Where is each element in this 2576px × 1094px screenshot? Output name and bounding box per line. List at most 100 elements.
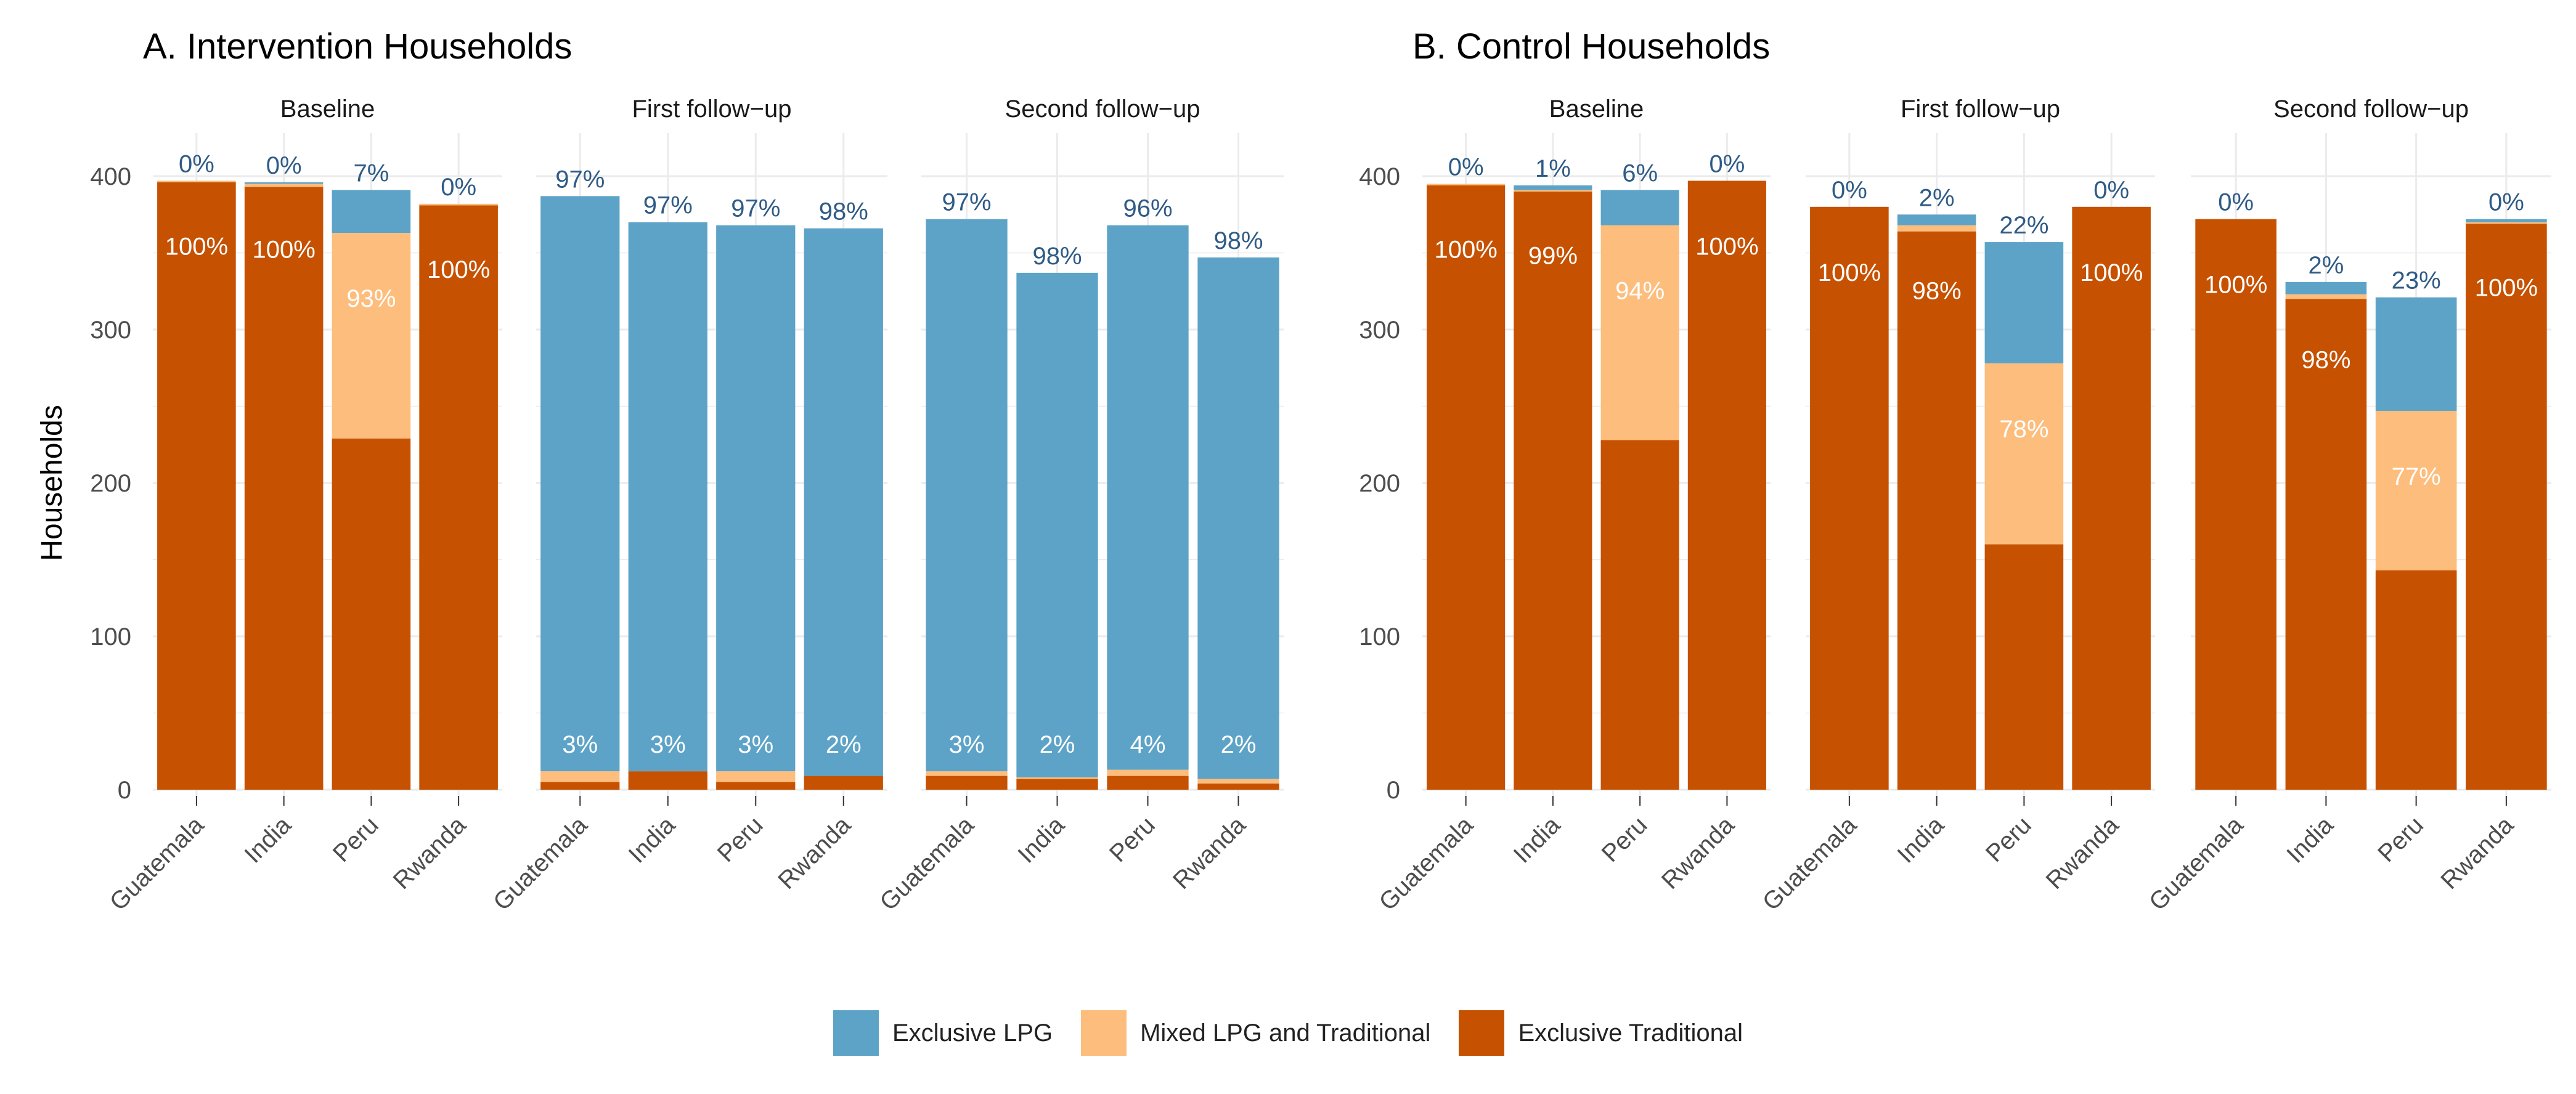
- bar-1-0-3-0: [1687, 180, 1766, 790]
- facet-title-1-2: Second follow−up: [2273, 95, 2469, 123]
- y-tick-label-1-1: 100: [1359, 623, 1400, 650]
- bar-1-1-2-2: [1984, 242, 2064, 363]
- bar-0-2-3-2: [1197, 257, 1279, 779]
- bar-0-1-2-1: [716, 771, 796, 782]
- x-tick-label-0-0-3: Rwanda: [388, 811, 471, 894]
- legend-label-lpg: Exclusive LPG: [892, 1019, 1053, 1047]
- data-label-top-0-1-1: 97%: [643, 192, 693, 219]
- legend-label-mixed: Mixed LPG and Traditional: [1140, 1019, 1431, 1047]
- legend-label-traditional: Exclusive Traditional: [1518, 1019, 1743, 1047]
- data-label-top-1-2-1: 2%: [2308, 252, 2344, 279]
- data-label-inside-0-2-3: 2%: [1221, 731, 1257, 758]
- x-tick-label-1-2-1: India: [2281, 811, 2339, 869]
- y-tick-label-1-4: 400: [1359, 163, 1400, 190]
- x-tick-label-0-1-2: Peru: [712, 811, 768, 867]
- legend-item-traditional: Exclusive Traditional: [1459, 1010, 1743, 1056]
- y-tick-label-0-1: 100: [90, 623, 131, 650]
- legend-item-lpg: Exclusive LPG: [833, 1010, 1053, 1056]
- bar-1-2-3-2: [2466, 219, 2547, 222]
- legend-swatch-mixed: [1081, 1010, 1127, 1056]
- bar-0-1-0-2: [540, 196, 620, 772]
- bar-1-1-1-1: [1897, 225, 1976, 232]
- y-tick-label-0-0: 0: [118, 777, 131, 804]
- bar-1-2-0-0: [2195, 219, 2276, 790]
- data-label-top-0-1-2: 97%: [731, 195, 780, 222]
- bar-1-0-1-0: [1514, 191, 1592, 790]
- x-tick-label-0-1-0: Guatemala: [488, 811, 593, 916]
- facet-title-0-0: Baseline: [280, 95, 375, 123]
- bar-1-2-1-1: [2285, 294, 2367, 299]
- bar-1-0-1-1: [1514, 190, 1592, 192]
- x-tick-label-1-2-3: Rwanda: [2435, 811, 2519, 894]
- data-label-top-1-0-3: 0%: [1709, 150, 1745, 177]
- bar-1-0-0-1: [1427, 184, 1506, 185]
- data-label-top-1-1-3: 0%: [2093, 177, 2129, 204]
- x-tick-label-0-2-2: Peru: [1104, 811, 1160, 867]
- bar-0-2-0-2: [926, 219, 1008, 772]
- data-label-top-0-2-3: 98%: [1213, 227, 1263, 254]
- data-label-top-1-1-2: 22%: [1999, 212, 2048, 239]
- data-label-top-0-1-0: 97%: [555, 166, 605, 193]
- chart-title-1: B. Control Households: [1412, 26, 1770, 67]
- data-label-inside-0-0-2: 93%: [346, 285, 396, 312]
- data-label-inside-1-2-1: 98%: [2301, 347, 2350, 374]
- x-tick-label-0-2-3: Rwanda: [1168, 811, 1251, 894]
- data-label-inside-0-0-3: 100%: [427, 256, 490, 283]
- x-tick-label-0-2-0: Guatemala: [874, 811, 979, 916]
- y-tick-label-0-4: 400: [90, 163, 131, 190]
- x-tick-label-0-2-1: India: [1013, 811, 1070, 869]
- bar-0-0-0-1: [157, 180, 236, 182]
- data-label-inside-0-1-1: 3%: [650, 731, 686, 758]
- data-label-inside-1-0-1: 99%: [1528, 242, 1578, 269]
- bar-1-0-0-0: [1427, 185, 1506, 790]
- data-label-inside-1-2-0: 100%: [2204, 272, 2267, 299]
- bar-0-1-0-0: [540, 782, 620, 790]
- bar-0-2-1-2: [1016, 272, 1098, 778]
- bar-0-0-1-2: [244, 182, 324, 184]
- data-label-top-0-0-2: 7%: [353, 160, 389, 187]
- bar-1-0-2-2: [1600, 190, 1679, 225]
- legend-swatch-lpg: [833, 1010, 879, 1056]
- x-tick-label-0-0-1: India: [240, 811, 297, 869]
- data-label-inside-0-2-0: 3%: [949, 731, 985, 758]
- bar-0-1-1-0: [628, 771, 707, 790]
- bar-1-0-2-0: [1600, 440, 1679, 790]
- bar-1-1-0-0: [1810, 206, 1889, 790]
- data-label-inside-1-1-2: 78%: [1999, 416, 2048, 443]
- data-label-inside-0-0-0: 100%: [165, 233, 228, 260]
- bar-1-2-1-2: [2285, 282, 2367, 294]
- x-tick-label-0-1-1: India: [624, 811, 681, 869]
- bar-1-2-2-0: [2375, 570, 2457, 790]
- data-label-inside-1-2-2: 77%: [2392, 463, 2441, 490]
- bar-0-0-1-0: [244, 187, 324, 790]
- x-tick-label-1-1-0: Guatemala: [1758, 811, 1862, 916]
- x-tick-label-1-2-0: Guatemala: [2144, 811, 2249, 916]
- x-tick-label-1-1-1: India: [1893, 811, 1950, 869]
- bar-0-2-1-1: [1016, 777, 1098, 779]
- facet-title-0-2: Second follow−up: [1005, 95, 1200, 123]
- bar-1-2-3-0: [2466, 224, 2547, 790]
- data-label-top-0-1-3: 98%: [819, 198, 868, 225]
- bar-1-2-2-2: [2375, 297, 2457, 411]
- data-label-inside-1-1-3: 100%: [2080, 259, 2143, 286]
- data-label-inside-1-1-0: 100%: [1818, 259, 1881, 286]
- bar-0-0-0-0: [157, 182, 236, 790]
- bar-0-1-2-0: [716, 782, 796, 790]
- x-tick-label-1-2-2: Peru: [2373, 811, 2429, 867]
- data-label-inside-1-0-0: 100%: [1434, 236, 1497, 263]
- data-label-top-0-2-2: 96%: [1123, 195, 1172, 222]
- bar-0-2-0-0: [926, 776, 1008, 790]
- legend-item-mixed: Mixed LPG and Traditional: [1081, 1010, 1430, 1056]
- data-label-top-1-1-0: 0%: [1832, 177, 1867, 204]
- bar-0-0-2-2: [332, 190, 411, 233]
- y-tick-label-1-3: 300: [1359, 317, 1400, 344]
- bar-1-0-1-2: [1514, 185, 1592, 190]
- bar-0-2-0-1: [926, 771, 1008, 776]
- bar-0-2-1-0: [1016, 779, 1098, 790]
- legend-swatch-traditional: [1459, 1010, 1505, 1056]
- data-label-inside-0-1-2: 3%: [738, 731, 773, 758]
- bar-0-1-1-2: [628, 222, 707, 772]
- data-label-inside-0-0-1: 100%: [252, 236, 315, 263]
